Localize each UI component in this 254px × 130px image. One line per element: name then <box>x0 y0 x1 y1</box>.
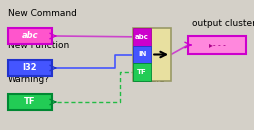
FancyBboxPatch shape <box>133 46 151 63</box>
Text: TF: TF <box>24 98 36 106</box>
Text: New Command: New Command <box>8 9 76 18</box>
FancyBboxPatch shape <box>8 60 52 76</box>
Text: abc: abc <box>22 31 38 41</box>
FancyBboxPatch shape <box>8 28 52 44</box>
Text: ▸- - -: ▸- - - <box>208 41 225 50</box>
Text: I32: I32 <box>23 63 37 73</box>
Text: New Function: New Function <box>8 41 69 50</box>
FancyBboxPatch shape <box>187 36 245 54</box>
FancyBboxPatch shape <box>133 28 170 81</box>
Text: IN: IN <box>137 51 146 57</box>
Text: TF: TF <box>137 69 146 75</box>
Text: Bundle: Bundle <box>133 75 164 84</box>
Text: output cluster: output cluster <box>191 19 254 28</box>
FancyBboxPatch shape <box>133 28 151 46</box>
FancyBboxPatch shape <box>133 63 151 81</box>
Text: abc: abc <box>135 34 149 40</box>
FancyBboxPatch shape <box>8 94 52 110</box>
Text: Warning?: Warning? <box>8 75 50 84</box>
